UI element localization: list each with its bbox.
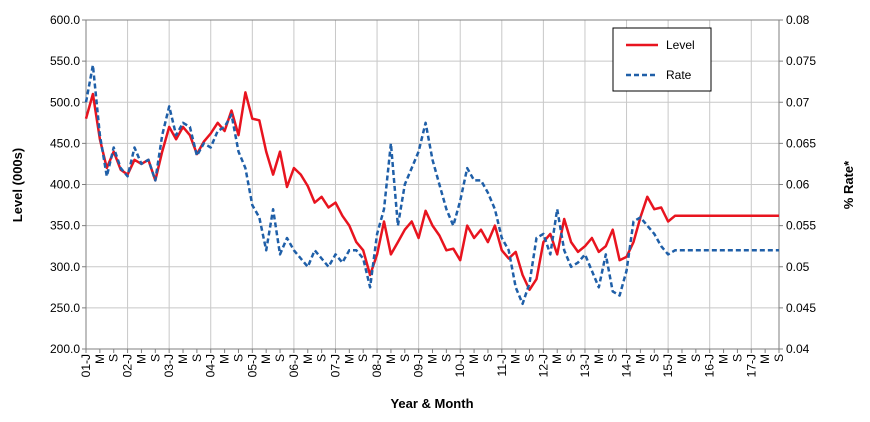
- left-tick-label: 500.0: [50, 95, 80, 109]
- x-tick-label: 11-J: [495, 354, 509, 376]
- x-tick-label: M: [176, 354, 190, 364]
- x-tick-label: 04-J: [204, 354, 218, 377]
- legend-label-rate: Rate: [666, 68, 692, 82]
- x-tick-label: S: [190, 354, 204, 362]
- x-tick-label: 12-J: [536, 354, 550, 377]
- x-axis-ticks: 01-J M S 02-J M S 03-J M S 04-J M S 05-J M S 06-J M S 07-J…: [79, 349, 786, 377]
- right-tick-label: 0.055: [786, 219, 816, 233]
- x-tick-label: 02-J: [121, 354, 135, 377]
- x-tick-label: 08-J: [370, 354, 384, 377]
- right-tick-label: 0.075: [786, 54, 816, 68]
- x-tick-label: M: [717, 354, 731, 364]
- x-tick-label: S: [689, 354, 703, 362]
- series-line-rate: [84, 63, 779, 306]
- x-tick-label: 01-J: [79, 354, 93, 377]
- x-tick-label: M: [134, 354, 148, 364]
- x-tick-label: S: [564, 354, 578, 362]
- right-tick-label: 0.08: [786, 13, 810, 27]
- x-tick-label: 14-J: [620, 354, 634, 377]
- x-tick-label: 06-J: [287, 354, 301, 377]
- x-tick-label: 13-J: [578, 354, 592, 377]
- x-tick-label: M: [467, 354, 481, 364]
- series-line-level: [84, 91, 779, 292]
- x-tick-label: 03-J: [162, 354, 176, 377]
- x-tick-label: S: [439, 354, 453, 362]
- right-tick-label: 0.045: [786, 301, 816, 315]
- x-tick-label: M: [509, 354, 523, 364]
- x-axis-title: Year & Month: [390, 396, 473, 411]
- left-tick-label: 350.0: [50, 219, 80, 233]
- right-tick-label: 0.07: [786, 95, 810, 109]
- x-tick-label: M: [301, 354, 315, 364]
- left-tick-label: 550.0: [50, 54, 80, 68]
- right-y-axis-title: % Rate*: [841, 160, 856, 209]
- x-tick-label: 09-J: [412, 354, 426, 377]
- left-tick-label: 450.0: [50, 136, 80, 150]
- x-tick-label: M: [592, 354, 606, 364]
- legend-box: [612, 27, 712, 92]
- right-y-axis-ticks: 0.04 0.045 0.05 0.055 0.06 0.065 0.07 0.075 0.08: [779, 13, 816, 356]
- x-tick-label: 16-J: [703, 354, 717, 377]
- left-tick-label: 200.0: [50, 342, 80, 356]
- x-tick-label: 05-J: [245, 354, 259, 377]
- x-tick-label: M: [675, 354, 689, 364]
- right-tick-label: 0.06: [786, 178, 810, 192]
- left-y-axis-ticks: 200.0 250.0 300.0 350.0 400.0 450.0 500.0 550.0…: [50, 13, 86, 356]
- left-tick-label: 600.0: [50, 13, 80, 27]
- x-tick-label: 10-J: [453, 354, 467, 377]
- x-tick-label: M: [550, 354, 564, 364]
- x-tick-label: S: [606, 354, 620, 362]
- x-tick-label: S: [356, 354, 370, 362]
- x-tick-label: S: [523, 354, 537, 362]
- x-tick-label: 17-J: [744, 354, 758, 377]
- left-y-axis-title: Level (000s): [10, 148, 25, 222]
- left-tick-label: 300.0: [50, 260, 80, 274]
- x-tick-label: S: [398, 354, 412, 362]
- x-tick-label: S: [730, 354, 744, 362]
- x-tick-label: S: [772, 354, 786, 362]
- right-tick-label: 0.05: [786, 260, 810, 274]
- right-tick-label: 0.065: [786, 136, 816, 150]
- chart-grid: [86, 20, 779, 349]
- x-tick-label: S: [107, 354, 121, 362]
- x-tick-label: M: [384, 354, 398, 364]
- x-tick-label: S: [315, 354, 329, 362]
- x-tick-label: S: [148, 354, 162, 362]
- x-tick-label: S: [647, 354, 661, 362]
- x-tick-label: M: [218, 354, 232, 364]
- x-tick-label: M: [342, 354, 356, 364]
- x-tick-label: M: [758, 354, 772, 364]
- right-tick-label: 0.04: [786, 342, 810, 356]
- x-tick-label: 15-J: [661, 354, 675, 377]
- x-tick-label: 07-J: [328, 354, 342, 377]
- x-tick-label: S: [481, 354, 495, 362]
- x-tick-label: S: [231, 354, 245, 362]
- x-tick-label: M: [259, 354, 273, 364]
- series-layer: [84, 63, 779, 306]
- left-tick-label: 400.0: [50, 178, 80, 192]
- x-tick-label: M: [633, 354, 647, 364]
- x-tick-label: M: [93, 354, 107, 364]
- left-tick-label: 250.0: [50, 301, 80, 315]
- legend-label-level: Level: [666, 38, 695, 52]
- x-tick-label: M: [426, 354, 440, 364]
- x-tick-label: S: [273, 354, 287, 362]
- legend: Level Rate: [612, 27, 712, 92]
